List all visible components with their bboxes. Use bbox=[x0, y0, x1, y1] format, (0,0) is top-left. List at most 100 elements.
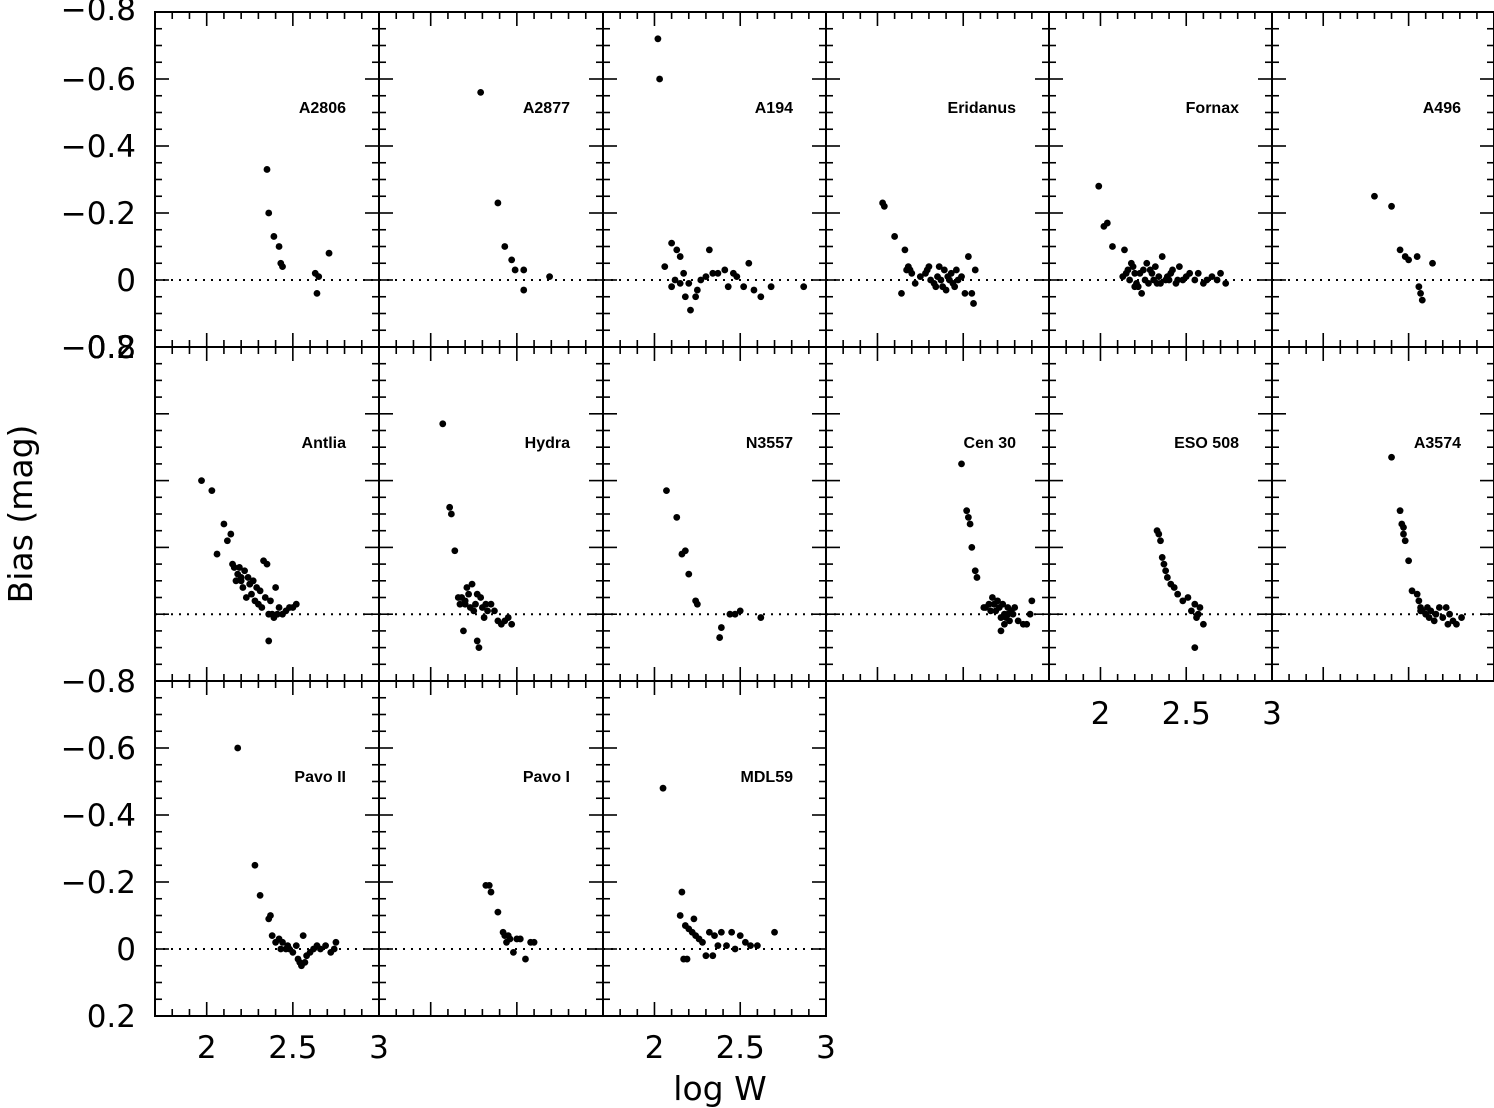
data-point bbox=[1179, 597, 1187, 605]
panel-title: A3574 bbox=[1414, 435, 1461, 452]
data-point bbox=[1138, 290, 1146, 297]
data-point bbox=[1191, 644, 1199, 651]
data-point bbox=[1430, 617, 1438, 625]
data-point bbox=[508, 620, 516, 628]
data-point bbox=[516, 935, 524, 943]
data-point bbox=[1401, 537, 1409, 545]
data-point bbox=[731, 610, 739, 618]
data-point bbox=[332, 938, 340, 946]
data-point bbox=[330, 945, 338, 953]
data-point bbox=[692, 293, 700, 301]
data-point bbox=[1131, 283, 1139, 291]
data-point bbox=[671, 276, 679, 284]
panel-title: A2806 bbox=[299, 100, 346, 117]
panel-a2877: A2877 bbox=[378, 11, 604, 348]
data-point bbox=[1435, 604, 1443, 611]
panel-title: Hydra bbox=[525, 435, 570, 452]
data-point bbox=[964, 253, 972, 260]
data-point bbox=[446, 503, 454, 511]
y-tick-label: −0.2 bbox=[61, 865, 136, 901]
data-point bbox=[480, 614, 488, 621]
data-point bbox=[1155, 273, 1163, 281]
data-point bbox=[1191, 600, 1199, 608]
data-point bbox=[1174, 590, 1182, 598]
data-point bbox=[733, 273, 741, 281]
data-point bbox=[508, 256, 516, 264]
data-point bbox=[681, 293, 689, 301]
data-point bbox=[530, 938, 538, 946]
data-point bbox=[461, 600, 469, 608]
data-point bbox=[1174, 276, 1182, 284]
data-point bbox=[1184, 594, 1192, 601]
data-point bbox=[736, 607, 744, 615]
data-point bbox=[198, 477, 205, 484]
data-point bbox=[1415, 283, 1423, 291]
data-point bbox=[968, 544, 976, 551]
data-point bbox=[702, 952, 710, 960]
panel-title: Cen 30 bbox=[964, 435, 1017, 452]
data-point bbox=[705, 246, 713, 254]
data-point bbox=[279, 263, 286, 270]
data-point bbox=[1158, 554, 1166, 561]
panel-title: MDL59 bbox=[741, 769, 794, 786]
data-point bbox=[1408, 587, 1416, 595]
data-point bbox=[227, 530, 235, 538]
data-point bbox=[988, 594, 996, 601]
data-point bbox=[699, 938, 706, 946]
y-tick-label: 0.2 bbox=[87, 330, 136, 366]
data-point bbox=[958, 460, 965, 468]
data-point bbox=[1458, 614, 1465, 621]
data-point bbox=[898, 290, 905, 297]
panel-title: Pavo I bbox=[523, 769, 570, 786]
panel-frame bbox=[1048, 346, 1273, 682]
data-point bbox=[726, 610, 734, 618]
panel-frame bbox=[1048, 11, 1273, 348]
panel-title: Pavo II bbox=[294, 769, 346, 786]
data-point bbox=[728, 928, 736, 936]
data-point bbox=[1155, 530, 1163, 538]
data-point bbox=[999, 600, 1007, 608]
data-point bbox=[1169, 266, 1176, 274]
data-point bbox=[741, 938, 749, 946]
data-point bbox=[757, 614, 765, 621]
data-point bbox=[723, 942, 730, 950]
data-point bbox=[1417, 290, 1424, 297]
data-point bbox=[279, 938, 286, 946]
panel-frame bbox=[602, 680, 827, 1017]
data-point bbox=[1187, 607, 1195, 615]
data-point bbox=[520, 266, 528, 274]
data-point bbox=[322, 942, 329, 950]
data-point bbox=[1453, 620, 1460, 628]
data-point bbox=[952, 266, 960, 274]
data-point bbox=[757, 293, 765, 301]
panel-pavo-ii: Pavo II bbox=[154, 680, 380, 1017]
data-point bbox=[1121, 246, 1128, 254]
panel-hydra: Hydra bbox=[378, 346, 604, 682]
data-point bbox=[911, 279, 919, 287]
data-point bbox=[1170, 584, 1178, 591]
panel-frame bbox=[1271, 346, 1494, 682]
data-point bbox=[1417, 607, 1424, 615]
data-point bbox=[456, 600, 464, 608]
data-point bbox=[740, 283, 748, 291]
y-tick-label: −0.8 bbox=[61, 330, 136, 366]
data-point bbox=[468, 580, 476, 588]
data-point bbox=[273, 610, 281, 618]
data-point bbox=[973, 574, 981, 581]
data-point bbox=[1413, 253, 1421, 260]
data-point bbox=[292, 600, 300, 608]
data-point bbox=[693, 286, 701, 294]
data-point bbox=[1165, 276, 1173, 284]
data-point bbox=[747, 942, 754, 950]
data-point bbox=[1194, 610, 1202, 618]
data-point bbox=[1160, 560, 1168, 568]
data-point bbox=[451, 547, 459, 555]
data-point bbox=[501, 243, 509, 250]
x-tick-label: 2 bbox=[645, 1030, 665, 1066]
data-point bbox=[299, 932, 307, 939]
data-point bbox=[1131, 269, 1139, 277]
data-point bbox=[317, 945, 324, 953]
data-point bbox=[232, 577, 240, 585]
data-point bbox=[511, 266, 519, 274]
